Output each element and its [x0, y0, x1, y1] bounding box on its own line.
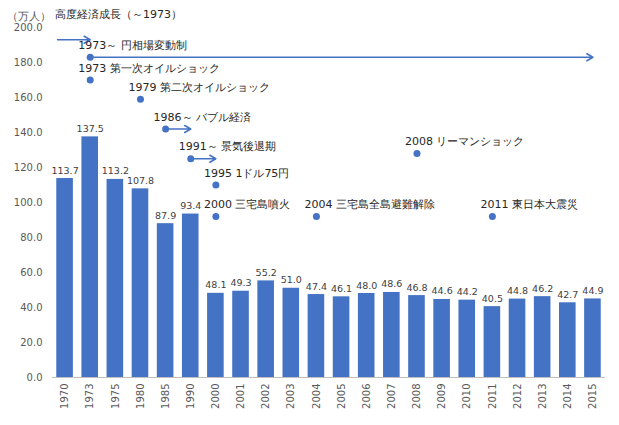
svg-text:180.0: 180.0: [14, 57, 43, 68]
svg-text:2004: 2004: [311, 384, 322, 409]
svg-text:2003: 2003: [285, 384, 296, 409]
svg-text:1995 1ドル75円: 1995 1ドル75円: [204, 167, 289, 180]
svg-text:2002: 2002: [260, 384, 271, 409]
svg-text:60.0: 60.0: [20, 267, 42, 278]
svg-text:42.7: 42.7: [557, 289, 578, 300]
svg-text:120.0: 120.0: [14, 162, 43, 173]
svg-text:44.6: 44.6: [432, 285, 453, 296]
svg-text:47.4: 47.4: [306, 281, 327, 292]
svg-text:113.7: 113.7: [51, 165, 78, 176]
svg-text:2007: 2007: [386, 384, 397, 409]
svg-text:51.0: 51.0: [281, 274, 302, 285]
svg-text:20.0: 20.0: [20, 337, 42, 348]
svg-text:44.9: 44.9: [582, 285, 603, 296]
svg-text:1990: 1990: [185, 384, 196, 409]
svg-text:40.0: 40.0: [20, 302, 42, 313]
svg-text:2013: 2013: [537, 384, 548, 409]
svg-text:高度経済成長（～1973）: 高度経済成長（～1973）: [55, 8, 182, 21]
svg-text:2000 三宅島噴火: 2000 三宅島噴火: [204, 198, 290, 211]
svg-text:2014: 2014: [562, 384, 573, 409]
svg-text:48.1: 48.1: [205, 279, 226, 290]
svg-text:40.5: 40.5: [482, 293, 503, 304]
svg-text:49.3: 49.3: [230, 277, 251, 288]
svg-text:2008: 2008: [411, 384, 422, 409]
svg-text:1980: 1980: [135, 384, 146, 409]
svg-text:1975: 1975: [110, 384, 121, 409]
svg-text:1986～ バブル経済: 1986～ バブル経済: [154, 111, 252, 124]
svg-text:2012: 2012: [512, 384, 523, 409]
svg-text:（万人）: （万人）: [7, 10, 51, 22]
svg-text:2015: 2015: [587, 384, 598, 409]
svg-text:1973: 1973: [84, 384, 95, 409]
svg-text:2010: 2010: [461, 384, 472, 409]
svg-text:2006: 2006: [361, 384, 372, 409]
svg-text:1973～ 円相場変動制: 1973～ 円相場変動制: [78, 39, 187, 52]
svg-text:2000: 2000: [210, 384, 221, 409]
svg-text:107.8: 107.8: [127, 175, 154, 186]
svg-text:1985: 1985: [160, 384, 171, 409]
svg-text:160.0: 160.0: [14, 92, 43, 103]
svg-text:80.0: 80.0: [20, 232, 42, 243]
svg-text:2008 リーマンショック: 2008 リーマンショック: [405, 135, 525, 148]
svg-text:1973 第一次オイルショック: 1973 第一次オイルショック: [78, 62, 220, 75]
svg-text:46.2: 46.2: [532, 283, 553, 294]
svg-text:140.0: 140.0: [14, 127, 43, 138]
svg-text:1979 第二次オイルショック: 1979 第二次オイルショック: [128, 81, 270, 94]
svg-text:48.6: 48.6: [381, 278, 402, 289]
svg-text:44.8: 44.8: [507, 285, 528, 296]
svg-text:55.2: 55.2: [256, 267, 277, 278]
svg-text:1970: 1970: [59, 384, 70, 409]
svg-text:2005: 2005: [336, 384, 347, 409]
svg-text:93.4: 93.4: [180, 200, 201, 211]
svg-text:2011: 2011: [487, 384, 498, 409]
svg-text:2011 東日本大震災: 2011 東日本大震災: [480, 198, 578, 211]
svg-text:46.8: 46.8: [406, 282, 427, 293]
svg-text:46.1: 46.1: [331, 283, 352, 294]
svg-text:0.0: 0.0: [27, 372, 43, 383]
svg-text:100.0: 100.0: [14, 197, 43, 208]
svg-text:2004 三宅島全島避難解除: 2004 三宅島全島避難解除: [304, 198, 435, 211]
svg-text:87.9: 87.9: [155, 210, 176, 221]
svg-text:44.2: 44.2: [457, 286, 478, 297]
svg-text:2009: 2009: [436, 384, 447, 409]
svg-text:48.0: 48.0: [356, 280, 377, 291]
svg-text:113.2: 113.2: [102, 165, 129, 176]
svg-text:2001: 2001: [235, 384, 246, 409]
svg-text:137.5: 137.5: [77, 123, 104, 134]
svg-text:200.0: 200.0: [14, 22, 43, 33]
svg-text:1991～ 景気後退期: 1991～ 景気後退期: [179, 140, 277, 153]
